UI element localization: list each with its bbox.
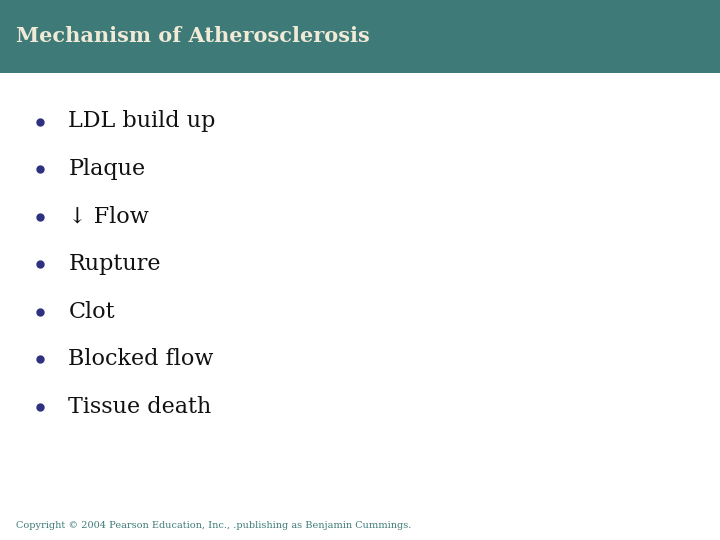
Text: Mechanism of Atherosclerosis: Mechanism of Atherosclerosis <box>16 26 369 46</box>
FancyBboxPatch shape <box>0 0 720 73</box>
Text: Clot: Clot <box>68 301 115 322</box>
Text: Tissue death: Tissue death <box>68 396 212 417</box>
Text: Copyright © 2004 Pearson Education, Inc., .publishing as Benjamin Cummings.: Copyright © 2004 Pearson Education, Inc.… <box>16 521 411 530</box>
Text: Rupture: Rupture <box>68 253 161 275</box>
Text: Plaque: Plaque <box>68 158 145 180</box>
Text: Blocked flow: Blocked flow <box>68 348 214 370</box>
Text: LDL build up: LDL build up <box>68 111 216 132</box>
Text: ↓ Flow: ↓ Flow <box>68 206 149 227</box>
